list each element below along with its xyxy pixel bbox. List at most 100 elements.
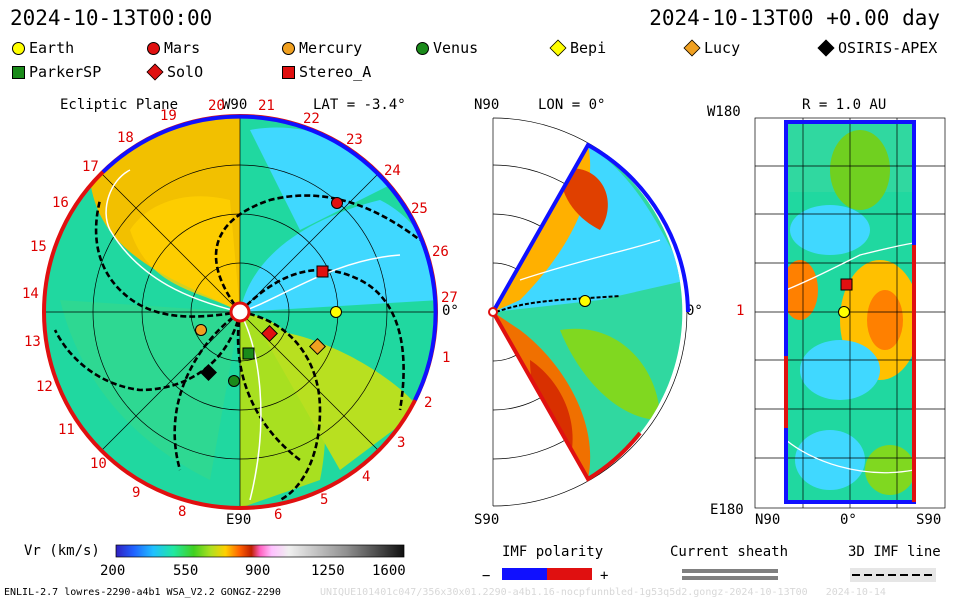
ecliptic-title: Ecliptic Plane xyxy=(60,97,179,113)
svg-text:21: 21 xyxy=(258,98,275,114)
imf-positive-swatch xyxy=(547,568,592,580)
footer-right: UNIQUE101401c047/356x30x01.2290-a4b1.16-… xyxy=(320,587,886,598)
solo-marker xyxy=(261,325,278,342)
svg-text:11: 11 xyxy=(58,422,75,438)
legend-mercury: Mercury xyxy=(282,39,362,57)
svg-text:10: 10 xyxy=(90,456,107,472)
svg-text:14: 14 xyxy=(22,286,39,302)
svg-text:24: 24 xyxy=(384,163,401,179)
sun-marker xyxy=(229,301,251,323)
svg-text:27: 27 xyxy=(441,290,458,306)
ecliptic-zero-label: 0° xyxy=(442,303,459,319)
earth-marker xyxy=(330,306,342,318)
lucy-marker xyxy=(309,338,326,355)
ecliptic-imf-lines xyxy=(53,194,421,502)
legend-bepi: Bepi xyxy=(549,39,606,57)
map-gridlines xyxy=(755,118,945,508)
imf-line-label: 3D IMF line xyxy=(848,544,941,560)
map-stereo-a-marker xyxy=(840,278,853,291)
s90-label: S90 xyxy=(474,512,500,528)
osiris-apex-marker xyxy=(200,364,217,381)
svg-text:8: 8 xyxy=(178,504,186,520)
mercury-marker xyxy=(195,324,207,336)
w180-label: W180 xyxy=(707,104,741,120)
meridional-zero-label: 0° xyxy=(686,303,703,319)
circle-icon xyxy=(282,41,295,55)
circle-icon xyxy=(416,41,429,55)
svg-text:16: 16 xyxy=(52,195,69,211)
legend-osiris-apex: OSIRIS-APEX xyxy=(817,39,937,57)
venus-marker xyxy=(228,375,240,387)
legend-parkersp: ParkerSP xyxy=(12,63,101,81)
meridional-boundary-pos xyxy=(491,142,690,313)
square-icon xyxy=(282,65,295,79)
imf-polarity-label: IMF polarity xyxy=(502,544,604,560)
legend-lucy: Lucy xyxy=(683,39,740,57)
meridional-boundary-neg xyxy=(491,311,642,482)
meridional-current-sheet xyxy=(519,239,661,281)
lon-label: LON = 0° xyxy=(538,97,606,113)
svg-text:26: 26 xyxy=(432,244,449,260)
square-icon xyxy=(12,65,25,79)
map-n90-label: N90 xyxy=(755,512,781,528)
imf-negative-swatch xyxy=(502,568,547,580)
colorbar-tick-1250: 1250 xyxy=(311,563,345,579)
circle-icon xyxy=(12,41,25,55)
legend-earth: Earth xyxy=(12,39,74,57)
w90-label: W90 xyxy=(222,97,248,113)
map-mid-label: 1 xyxy=(736,303,745,319)
map-current-sheet xyxy=(785,242,915,291)
right-timestamp: 2024-10-13T00 +0.00 day xyxy=(649,6,940,30)
map-earth-marker xyxy=(838,306,850,318)
svg-text:9: 9 xyxy=(132,485,140,501)
svg-text:5: 5 xyxy=(320,492,328,508)
map-s90-label: S90 xyxy=(916,512,942,528)
svg-text:19: 19 xyxy=(160,108,177,124)
svg-text:3: 3 xyxy=(397,435,405,451)
e180-label: E180 xyxy=(710,502,744,518)
meridional-sun xyxy=(488,307,498,317)
carrington-labels: 1 2 3 4 5 6 8 9 10 11 12 13 14 15 16 17 … xyxy=(22,98,458,523)
svg-text:4: 4 xyxy=(362,469,370,485)
n90-label: N90 xyxy=(474,97,500,113)
circle-icon xyxy=(147,41,160,55)
lat-label: LAT = -3.4° xyxy=(313,97,406,113)
velocity-colorbar xyxy=(115,544,405,558)
ecliptic-boundary-pos xyxy=(101,114,438,401)
e90-label: E90 xyxy=(226,512,252,528)
legend-mars: Mars xyxy=(147,39,200,57)
imf-minus-label: − xyxy=(482,568,491,584)
svg-text:13: 13 xyxy=(24,334,41,350)
svg-text:2: 2 xyxy=(424,395,432,411)
colorbar-label: Vr (km/s) xyxy=(24,543,100,559)
legend-solo: SolO xyxy=(146,63,203,81)
colorbar-tick-550: 550 xyxy=(173,563,199,579)
colorbar-tick-900: 900 xyxy=(245,563,271,579)
svg-text:17: 17 xyxy=(82,159,99,175)
meridional-earth-marker xyxy=(579,295,591,307)
svg-text:12: 12 xyxy=(36,379,53,395)
legend-stereo-a: Stereo_A xyxy=(282,63,371,81)
ecliptic-current-sheet xyxy=(105,169,401,501)
footer-left: ENLIL-2.7 lowres-2290-a4b1 WSA_V2.2 GONG… xyxy=(4,587,281,598)
imf-plus-label: + xyxy=(600,568,609,584)
svg-text:1: 1 xyxy=(442,350,450,366)
svg-text:18: 18 xyxy=(117,130,134,146)
map-current-sheet-2 xyxy=(785,439,915,474)
colorbar-tick-1600: 1600 xyxy=(372,563,406,579)
legend-venus: Venus xyxy=(416,39,478,57)
svg-text:6: 6 xyxy=(274,507,282,523)
svg-text:15: 15 xyxy=(30,239,47,255)
colorbar-tick-200: 200 xyxy=(100,563,126,579)
left-timestamp: 2024-10-13T00:00 xyxy=(10,6,213,30)
map-zero-label: 0° xyxy=(840,512,857,528)
parkersp-marker xyxy=(242,347,255,360)
stereo-a-marker xyxy=(316,265,329,278)
current-sheath-label: Current sheath xyxy=(670,544,789,560)
svg-text:23: 23 xyxy=(346,132,363,148)
r-label: R = 1.0 AU xyxy=(802,97,887,113)
svg-text:20: 20 xyxy=(208,98,225,114)
mars-marker xyxy=(331,197,343,209)
meridional-field xyxy=(493,145,683,479)
